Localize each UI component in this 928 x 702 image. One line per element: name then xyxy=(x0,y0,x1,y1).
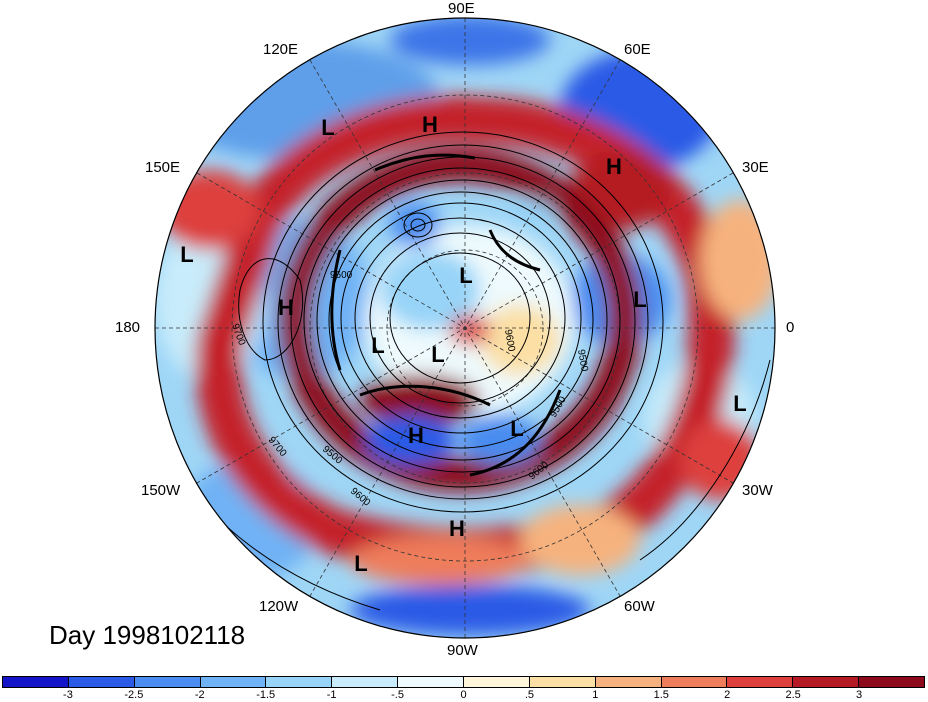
colorbar-cell xyxy=(661,677,728,687)
pressure-center-low: L xyxy=(633,287,647,312)
colorbar-tick-label: 2.5 xyxy=(785,689,801,701)
colorbar-tick-label: -3 xyxy=(63,689,73,701)
colorbar-cell xyxy=(727,677,794,687)
longitude-label: 90E xyxy=(448,0,475,17)
pressure-center-low: L xyxy=(431,342,445,367)
colorbar-cell xyxy=(68,677,135,687)
longitude-label: 120E xyxy=(263,41,299,58)
longitude-label: 30E xyxy=(742,159,769,176)
contour-label: 9600 xyxy=(330,270,353,281)
colorbar-tick-label: -2 xyxy=(194,689,205,701)
pressure-center-high: H xyxy=(606,154,622,179)
colorbar-cell xyxy=(464,677,530,687)
colorbar-tick-label: 0 xyxy=(460,689,467,701)
pressure-center-low: L xyxy=(733,391,747,416)
colorbar-tick-label: .5 xyxy=(524,689,535,701)
colorbar-cell xyxy=(266,677,333,687)
longitude-label: 120W xyxy=(259,598,299,615)
pressure-center-low: L xyxy=(371,333,385,358)
longitude-label: 30W xyxy=(742,482,773,499)
colorbar-tick-label: -1 xyxy=(326,689,337,701)
longitude-label: 180 xyxy=(115,319,141,336)
colorbar-tick-label: -1.5 xyxy=(256,689,276,701)
colorbar xyxy=(2,676,925,688)
longitude-label: 60W xyxy=(624,598,655,615)
colorbar-cell xyxy=(859,677,925,687)
colorbar-cell xyxy=(529,677,596,687)
map-boundary xyxy=(154,17,776,639)
colorbar-tick-label: -.5 xyxy=(391,689,404,701)
colorbar-tick-label: 2 xyxy=(724,689,731,701)
day-title: Day 1998102118 xyxy=(49,620,246,650)
longitude-label: 90W xyxy=(447,642,478,659)
colorbar-tick-label: 1.5 xyxy=(653,689,669,701)
pressure-center-low: L xyxy=(321,115,335,140)
colorbar-cell xyxy=(3,677,69,687)
pressure-center-high: H xyxy=(422,112,438,137)
pressure-center-high: H xyxy=(278,295,294,320)
colorbar-cell xyxy=(595,677,662,687)
colorbar-tick-label: -2.5 xyxy=(124,689,144,701)
contour-label: 9600 xyxy=(502,329,517,353)
longitude-label: 150E xyxy=(145,159,181,176)
longitude-label: 60E xyxy=(624,41,651,58)
pressure-center-low: L xyxy=(354,551,368,576)
pressure-center-low: L xyxy=(510,416,524,441)
colorbar-cell xyxy=(793,677,860,687)
pressure-center-high: H xyxy=(449,516,465,541)
longitude-label: 150W xyxy=(141,482,181,499)
pressure-center-low: L xyxy=(459,263,473,288)
colorbar-tick-label: 3 xyxy=(856,689,863,701)
longitude-label: 0 xyxy=(786,319,795,336)
colorbar-cell xyxy=(332,677,399,687)
colorbar-cell xyxy=(398,677,465,687)
colorbar-tick-label: 1 xyxy=(592,689,599,701)
colorbar-cell xyxy=(134,677,201,687)
colorbar-cell xyxy=(200,677,267,687)
pressure-center-low: L xyxy=(180,242,194,267)
contour-label: 9500 xyxy=(575,349,590,373)
pressure-center-high: H xyxy=(408,423,424,448)
